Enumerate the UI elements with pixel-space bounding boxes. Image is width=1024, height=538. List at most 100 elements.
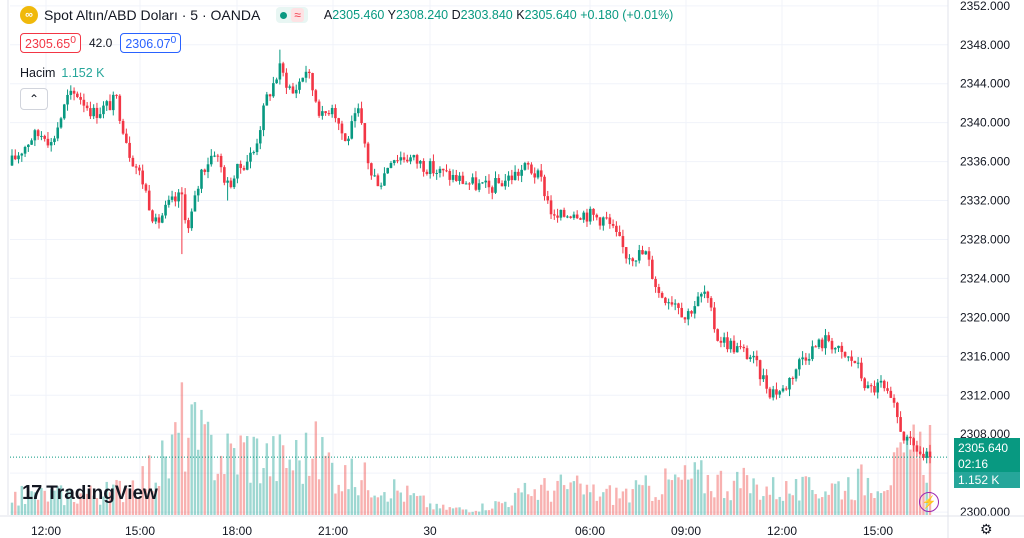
volume-bar [765, 486, 768, 515]
volume-bar [366, 490, 370, 515]
volume-bar [641, 485, 644, 515]
candle-body [732, 340, 736, 353]
volume-bar [210, 434, 213, 515]
volume-bar [399, 492, 402, 515]
volume-bar [278, 434, 282, 515]
volume-bar [785, 481, 788, 515]
candle-body [334, 107, 337, 119]
candle-body [285, 72, 288, 88]
volume-bar [262, 468, 265, 515]
candle-body [242, 167, 246, 170]
candle-body [673, 303, 677, 305]
volume-bar [402, 501, 406, 515]
volume-bar [758, 499, 762, 515]
y-tick-label: 2348.000 [960, 38, 1010, 52]
approx-icon: ≈ [291, 8, 304, 22]
candle-body [461, 175, 465, 184]
candle-body [125, 133, 128, 143]
x-tick-label: 18:00 [222, 524, 252, 538]
candle-body [36, 130, 40, 137]
candle-body [102, 105, 105, 115]
volume-bar [344, 465, 347, 515]
volume-bar [726, 491, 729, 515]
candle-body [275, 79, 278, 84]
tradingview-logo[interactable]: 17 TradingView [22, 482, 158, 505]
candle-body [660, 292, 664, 298]
volume-bar [376, 497, 380, 515]
volume-bar [151, 491, 154, 515]
candle-body [79, 96, 82, 100]
volume-bar [830, 483, 834, 515]
market-status[interactable]: ≈ [276, 7, 308, 23]
candle-body [164, 204, 167, 216]
volume-bar [811, 489, 814, 515]
candle-body [566, 216, 569, 218]
candle-body [647, 251, 651, 260]
candle-body [722, 337, 726, 343]
candle-body [497, 178, 501, 184]
volume-bar [232, 448, 236, 515]
candle-body [278, 63, 282, 80]
trade-row: 2305.650 42.0 2306.070 [20, 33, 182, 54]
symbol-title[interactable]: Spot Altın/ABD Doları · 5 · OANDA [44, 7, 261, 23]
volume-bar [791, 495, 794, 515]
volume-legend: Hacim 1.152 K [20, 66, 105, 80]
volume-bar [435, 503, 438, 515]
gold-symbol-icon: ∞ [20, 6, 38, 24]
volume-bar [350, 458, 353, 515]
candle-body [373, 175, 376, 177]
candle-body [739, 346, 742, 348]
volume-bar [474, 510, 478, 515]
candle-body [69, 90, 73, 95]
sell-button[interactable]: 2305.650 [20, 33, 81, 54]
candle-body [742, 346, 746, 349]
volume-bar [275, 481, 278, 515]
candle-body [272, 83, 275, 97]
volume-bar [562, 485, 566, 515]
volume-bar [79, 493, 82, 515]
candle-body [105, 101, 109, 106]
volume-bar [27, 490, 30, 515]
candle-body [245, 161, 249, 170]
candle-body [409, 157, 412, 162]
candle-body [337, 118, 340, 124]
volume-bar [92, 495, 95, 515]
candle-body [27, 144, 30, 148]
volume-bar [837, 481, 840, 515]
candle-body [755, 355, 759, 361]
volume-bar [298, 460, 301, 515]
volume-bar [778, 496, 781, 515]
volume-bar [850, 499, 853, 515]
volume-bar [438, 508, 442, 515]
settings-gear-icon[interactable]: ⚙ [980, 521, 993, 537]
volume-bar [389, 498, 393, 515]
candle-body [500, 183, 504, 187]
candle-body [765, 375, 768, 389]
volume-bar [660, 494, 664, 515]
candle-body [200, 169, 203, 189]
volume-bar [10, 502, 14, 515]
volume-bar [477, 511, 481, 515]
volume-bar [540, 484, 543, 515]
volume-bar [259, 483, 262, 515]
volume-bar [125, 488, 128, 515]
collapse-legend-button[interactable]: ⌃ [20, 88, 48, 110]
volume-bar [422, 495, 425, 515]
candle-body [817, 339, 821, 348]
volume-bar [873, 498, 876, 515]
candle-body [17, 155, 20, 160]
candle-body [183, 194, 187, 221]
volume-bar [216, 473, 220, 515]
candle-body [121, 120, 125, 134]
volume-bar [775, 499, 778, 515]
candle-body [657, 287, 661, 293]
lightning-icon[interactable]: ⚡ [919, 492, 939, 512]
candles[interactable] [10, 49, 948, 464]
volume-bar [190, 404, 193, 515]
volume-bar [866, 477, 870, 515]
buy-button[interactable]: 2306.070 [120, 33, 182, 54]
y-tick-label: 2352.000 [960, 0, 1010, 13]
candle-body [366, 143, 370, 164]
candle-body [343, 133, 347, 142]
